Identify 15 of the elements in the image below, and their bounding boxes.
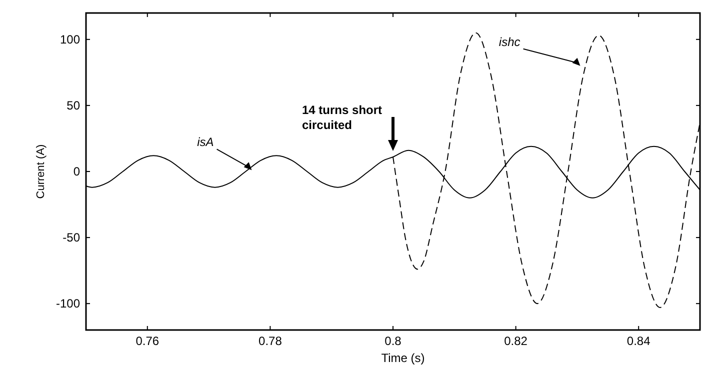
y-tick-label: -100 [56, 296, 80, 311]
annotation: 14 turns short circuited [302, 102, 382, 132]
y-tick-label: 0 [73, 164, 80, 178]
text: isA [197, 135, 214, 150]
x-axis-title: Time (s) [381, 351, 425, 365]
x-tick-label: 0.8 [384, 334, 402, 348]
y-tick-label: 50 [66, 98, 80, 112]
x-tick-label: 0.76 [136, 334, 160, 348]
x-tick-label: 0.84 [626, 334, 651, 348]
x-tick-label: 0.82 [504, 334, 528, 348]
y-axis-title: Current (A) [35, 144, 47, 199]
y-tick-label: -50 [62, 230, 80, 245]
y-tick-label: 100 [60, 32, 80, 46]
x-tick-label: 0.78 [258, 334, 282, 348]
series-label: ishc [498, 34, 520, 49]
